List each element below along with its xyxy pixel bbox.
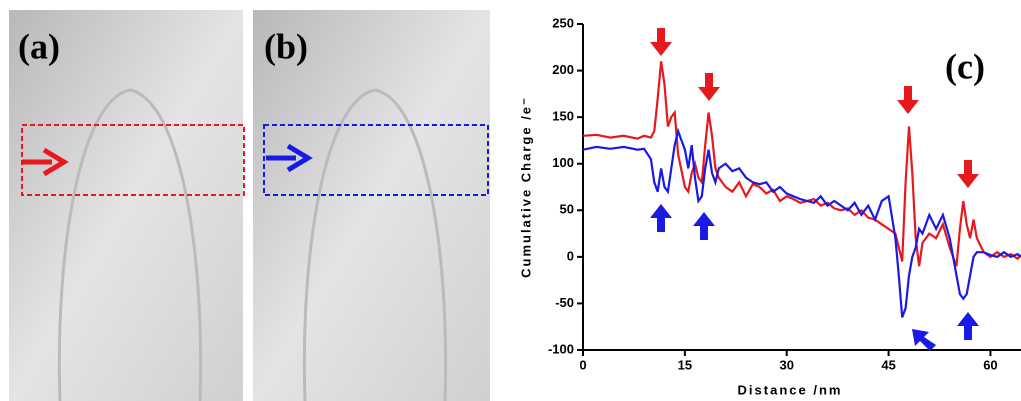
outline <box>57 88 203 401</box>
panel-label: (b) <box>264 26 308 66</box>
panel-label: (a) <box>18 26 60 66</box>
panel-label: (c) <box>945 46 985 86</box>
x-tick-label: 15 <box>678 357 692 372</box>
blue-arrows <box>650 204 979 351</box>
y-axis-label: Cumulative Charge /e⁻ <box>518 96 533 278</box>
y-tick-label: 250 <box>552 15 574 30</box>
line-series <box>582 61 1021 267</box>
x-tick-label: 60 <box>983 357 997 372</box>
y-tick-label: 100 <box>552 155 574 170</box>
roi-box <box>263 124 489 196</box>
x-tick-label: 45 <box>881 357 895 372</box>
chart: -100 -50 0 50 100 150 200 250 0 15 30 45 60 <box>548 15 1021 372</box>
line-series <box>582 127 1021 318</box>
x-axis-label: Distance /nm <box>738 382 843 397</box>
y-tick-label: 200 <box>552 62 574 77</box>
micrograph-b <box>253 10 490 401</box>
y-tick-label: 150 <box>552 109 574 124</box>
y-tick-label: -100 <box>548 341 574 356</box>
x-tick-label: 30 <box>779 357 793 372</box>
arrow <box>22 147 69 177</box>
arrow <box>266 143 313 173</box>
red-arrows <box>650 28 979 188</box>
y-tick-label: 0 <box>567 248 574 263</box>
y-tick-label: 50 <box>560 202 574 217</box>
y-tick-label: -50 <box>555 295 574 310</box>
x-tick-label: 0 <box>579 357 586 372</box>
micrograph-a <box>9 10 243 401</box>
outline <box>302 88 448 401</box>
